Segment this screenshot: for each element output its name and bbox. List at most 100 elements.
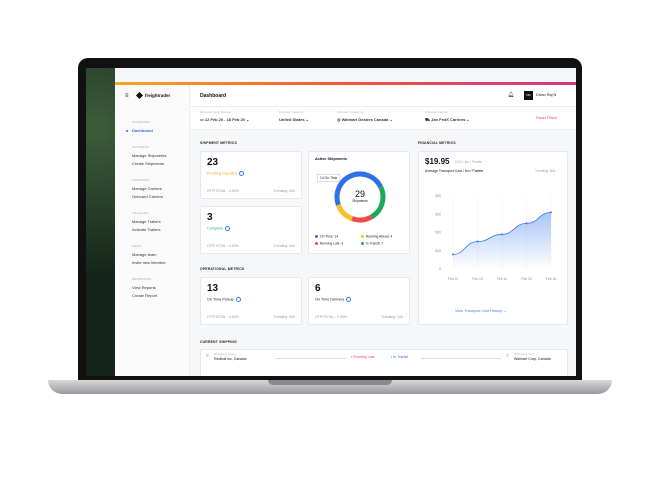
y-tick: 0 [439, 267, 441, 271]
menu-icon[interactable]: ≡ [125, 93, 129, 99]
otp-total: OTP/TOTAL : 0.00% [207, 244, 239, 248]
trending: Trending: N/A [381, 315, 403, 319]
y-tick: $20 [435, 231, 441, 235]
price: $19.95 [425, 157, 450, 166]
data-point[interactable] [525, 222, 528, 225]
trending: Trending: N/A [273, 189, 295, 193]
donut-total: 29 [354, 189, 365, 199]
metric-value: 13 [207, 283, 219, 294]
status-late: • Running Late [351, 355, 375, 359]
otp-total: OTP/TOTAL : 0.00% [207, 315, 239, 319]
donut-chart [334, 171, 386, 223]
trending: Trending: N/A [273, 315, 295, 319]
trending: Trending: N/A [273, 244, 295, 248]
info-icon[interactable] [225, 226, 231, 231]
metric-label: On Time Pickup [207, 297, 241, 302]
metric-label: Pending Dispatch [207, 171, 244, 176]
metric-label: Complete [207, 226, 231, 231]
metric-value: 23 [207, 157, 219, 168]
donut-segment[interactable] [351, 214, 373, 223]
legend-item: On-Time: 14 [315, 235, 338, 239]
metric-value: 3 [207, 212, 213, 223]
info-icon[interactable] [235, 297, 241, 302]
gradient-bar [115, 82, 576, 85]
metric-card: 6 On Time Delivery OTP/TOTAL : 0.00% Tre… [308, 277, 410, 325]
data-point[interactable] [501, 233, 503, 236]
sidebar-item[interactable]: Create Shipments [132, 161, 165, 166]
filter-label: Choose Country [279, 110, 304, 114]
sidebar-item[interactable]: Manage team [132, 252, 157, 257]
screen: ≡ freightrader OVERVIEW Dashboard SHIPMENT… [86, 68, 576, 376]
laptop-base [48, 380, 612, 394]
main: Dashboard 🔔︎ DR Divan Raj N Choose Date … [190, 85, 576, 376]
nav-group-label: TEAM [132, 244, 142, 248]
legend-item: Running Late: 4 [315, 242, 343, 246]
sidebar-item[interactable]: Create Report [132, 293, 158, 298]
section-title: OPERATIONAL METRICS [200, 267, 245, 271]
sidebar-item[interactable]: Manage Shipments [132, 153, 167, 158]
current-shipping-card: ⌾ Shipping From Redbull inc, Canada • Ru… [200, 349, 568, 376]
info-icon[interactable] [238, 171, 244, 176]
sidebar: ≡ freightrader OVERVIEW Dashboard SHIPMENT… [115, 85, 190, 376]
cost-chart: 0 $10 $20 $30 $40 Feb 12 Feb 13 Feb 14 Feb 15 Feb… [435, 194, 556, 281]
avatar[interactable]: DR [524, 91, 533, 100]
metric-card: 13 On Time Pickup OTP/TOTAL : 0.00% Tren… [200, 277, 302, 325]
legend-item: Running Ahead: 4 [361, 235, 392, 239]
data-point[interactable] [452, 253, 454, 256]
nav-group-label: OVERVIEW [132, 120, 150, 124]
filter-value: ▭ 12 Feb 20 - 18 Feb 20 ⌄ [200, 117, 250, 122]
donut-segment[interactable] [336, 203, 354, 221]
brand-name: freightrader [145, 93, 171, 98]
reset-filters-button[interactable]: Reset Filters [536, 116, 558, 120]
x-tick: Feb 16 [546, 277, 556, 281]
legend-item: In Transit: 7 [361, 242, 383, 246]
bell-icon[interactable]: 🔔︎ [508, 92, 515, 98]
data-point[interactable] [550, 211, 552, 214]
y-tick: $40 [435, 194, 441, 198]
location-pin-icon: ⌾ [506, 353, 510, 359]
sidebar-item[interactable]: Invite new Member [132, 260, 166, 265]
active-indicator [126, 130, 128, 132]
filter-label: Choose Customer [337, 110, 365, 114]
nav-group-label: CARRIERS [132, 178, 150, 182]
filter-value: United States ⌄ [279, 117, 310, 122]
financial-card: $19.95 USD / km / Palette Average Transp… [418, 151, 568, 325]
card-title: Active Shipments [315, 157, 347, 161]
user-name[interactable]: Divan Raj N [536, 93, 557, 97]
x-tick: Feb 14 [497, 277, 507, 281]
donut-segment[interactable] [334, 171, 383, 206]
area-fill [453, 212, 551, 269]
sidebar-item[interactable]: Manage Trailers [132, 219, 161, 224]
donut-total-label: Shipments [352, 199, 368, 203]
tooltip: 14 On-Time [317, 174, 341, 183]
info-icon[interactable] [346, 297, 352, 302]
route-line [276, 358, 346, 359]
sidebar-item[interactable]: Onboard Carriers [132, 194, 163, 199]
active-shipments-card: Active Shipments 14 On-Time 29 Shipments… [308, 151, 410, 254]
from-value: Redbull inc, Canada [214, 357, 247, 361]
to-label: Shipping To [514, 352, 532, 356]
x-tick: Feb 15 [521, 277, 531, 281]
page-title: Dashboard [200, 93, 227, 99]
metric-label: On Time Delivery [315, 297, 352, 302]
metric-card: 3 Complete OTP/TOTAL : 0.00% Trending: N… [200, 206, 302, 254]
sidebar-item[interactable]: Manage Carriers [132, 186, 162, 191]
sidebar-item[interactable]: Dashboard [132, 128, 153, 133]
data-point[interactable] [476, 240, 479, 243]
location-pin-icon: ⌾ [206, 353, 210, 359]
x-tick: Feb 13 [472, 277, 482, 281]
nav-group-label: SHIPMENT [132, 145, 150, 149]
metric-value: 6 [315, 283, 321, 294]
metric-card: 23 Pending Dispatch OTP/TOTAL : 0.00% Tr… [200, 151, 302, 199]
donut-segment[interactable] [369, 185, 386, 220]
y-tick: $10 [435, 249, 441, 253]
filter-value: ◎ Walmart Dealers Canada ⌄ [337, 117, 393, 122]
sidebar-item[interactable]: Activate Trailers [132, 227, 161, 232]
view-history-link[interactable]: View Transport Cost History → [455, 309, 507, 313]
sidebar-item[interactable]: View Reports [132, 285, 156, 290]
nav-group-label: TRAILERS [132, 211, 149, 215]
section-title: SHIPMENT METRICS [200, 141, 237, 145]
logo-icon [135, 91, 144, 100]
trend: Trending: N/A [535, 169, 556, 173]
otp-total: OTP/TOTAL : 0.00% [207, 189, 239, 193]
